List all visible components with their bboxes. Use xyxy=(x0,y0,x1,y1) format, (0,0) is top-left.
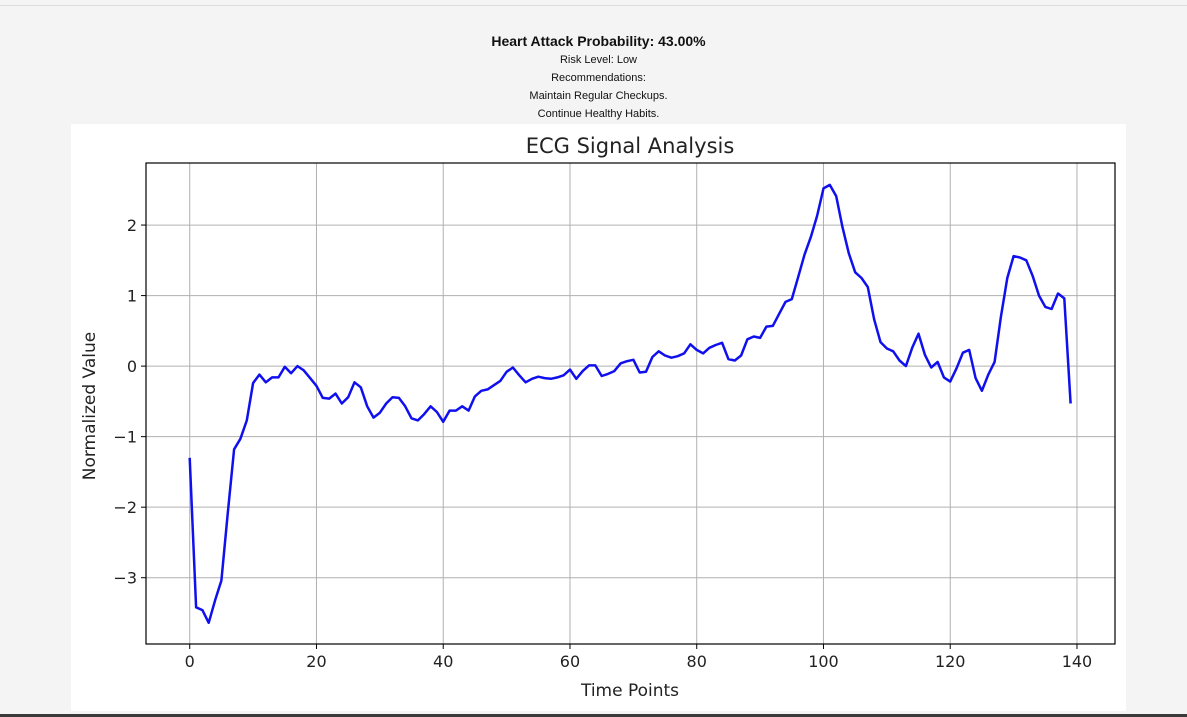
x-axis: 0 20 40 60 80 100 120 140 xyxy=(185,644,1093,671)
top-border xyxy=(0,5,1187,6)
y-tick-label: 0 xyxy=(127,357,137,376)
ecg-chart-figure: ECG Signal Analysis 0 20 40 60 80 100 120 140 −… xyxy=(71,124,1126,711)
grid-lines xyxy=(146,163,1115,644)
x-tick-label: 100 xyxy=(808,652,839,671)
y-axis: −3 −2 −1 0 1 2 xyxy=(113,216,146,588)
ecg-signal-line xyxy=(188,183,1072,625)
x-tick-label: 120 xyxy=(935,652,966,671)
y-axis-label: Normalized Value xyxy=(80,332,100,481)
x-tick-label: 80 xyxy=(687,652,707,671)
y-tick-label: 1 xyxy=(127,287,137,306)
x-tick-label: 40 xyxy=(433,652,453,671)
x-tick-label: 60 xyxy=(560,652,580,671)
prediction-result: Heart Attack Probability: 43.00% Risk Le… xyxy=(0,31,1187,123)
y-tick-label: −2 xyxy=(113,498,137,517)
x-tick-label: 140 xyxy=(1062,652,1093,671)
chart-title: ECG Signal Analysis xyxy=(526,134,735,158)
probability-heading: Heart Attack Probability: 43.00% xyxy=(491,33,706,49)
y-tick-label: 2 xyxy=(127,216,137,235)
y-tick-label: −1 xyxy=(113,428,137,447)
plot-frame xyxy=(145,162,1116,645)
recommendation-item: Continue Healthy Habits. xyxy=(537,108,660,120)
x-tick-label: 20 xyxy=(306,652,326,671)
risk-level-text: Risk Level: Low xyxy=(559,54,638,66)
x-tick-label: 0 xyxy=(185,652,195,671)
ecg-chart: ECG Signal Analysis 0 20 40 60 80 100 120 140 −… xyxy=(80,134,1116,701)
bottom-border xyxy=(0,714,1187,717)
recommendations-heading: Recommendations: xyxy=(551,72,646,84)
y-tick-label: −3 xyxy=(113,569,137,588)
x-axis-label: Time Points xyxy=(580,681,679,701)
recommendation-item: Maintain Regular Checkups. xyxy=(529,90,668,102)
